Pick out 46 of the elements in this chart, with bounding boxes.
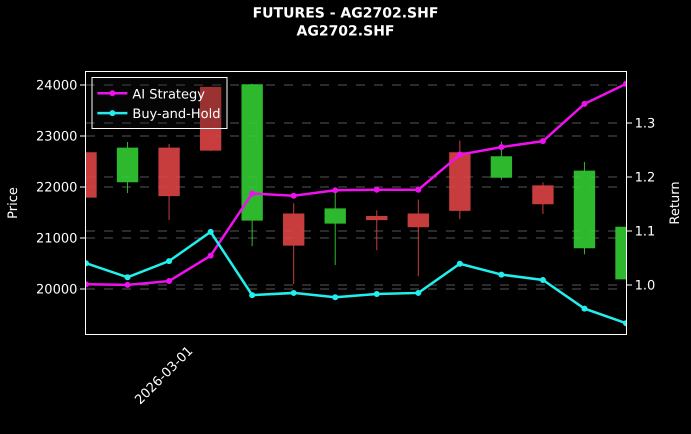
point [290, 290, 297, 296]
y-tick-label: 20000 [36, 282, 78, 298]
point [208, 252, 214, 259]
chart-title: FUTURES - AG2702.SHF AG2702.SHF [252, 5, 438, 40]
y2-tick-label: 1.0 [634, 278, 656, 294]
y-tick-label: 21000 [36, 232, 78, 247]
point [415, 186, 422, 193]
candlestick [532, 182, 554, 214]
candlestick [490, 140, 512, 180]
point [208, 228, 214, 235]
y-tick-label: 22000 [36, 180, 78, 196]
candlestick [158, 144, 180, 221]
point [540, 276, 546, 283]
point [249, 292, 256, 298]
candlestick [408, 199, 429, 277]
point [456, 260, 463, 267]
point [166, 278, 172, 284]
point [540, 138, 546, 144]
point [581, 306, 588, 312]
point [290, 192, 297, 199]
point [374, 186, 380, 193]
point [498, 272, 504, 278]
point [456, 152, 463, 158]
point [332, 187, 338, 194]
y2-tick-label: 1.2 [634, 170, 656, 186]
candlestick [574, 161, 596, 255]
candlestick [449, 140, 471, 220]
point [498, 144, 504, 150]
candlestick [116, 141, 138, 194]
point [332, 294, 338, 300]
candlestick [366, 210, 388, 251]
point [124, 274, 131, 280]
y-tick-label: 24000 [36, 78, 78, 94]
y2-tick-label: 1.3 [634, 116, 656, 132]
point [581, 100, 588, 107]
point [374, 291, 380, 298]
y2-tick-label: 1.1 [634, 224, 656, 240]
candlestick [241, 83, 263, 247]
point [124, 282, 131, 288]
point [166, 258, 172, 264]
y2-axis-title: Return [668, 181, 683, 225]
y-axis-title: Price [6, 187, 21, 219]
point [249, 190, 256, 197]
y-tick-label: 23000 [36, 129, 78, 144]
candlestick [283, 202, 304, 284]
point [415, 290, 422, 296]
